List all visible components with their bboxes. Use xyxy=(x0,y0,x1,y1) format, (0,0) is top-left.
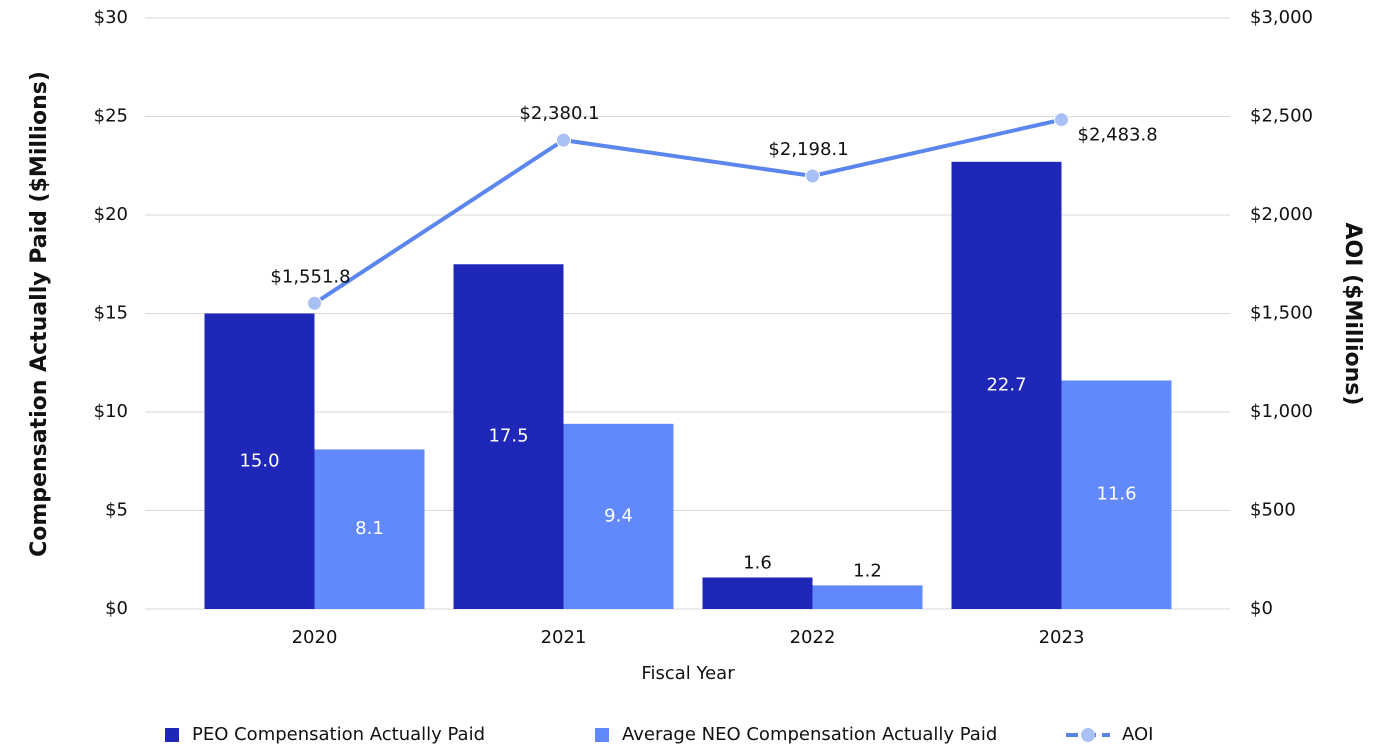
bar xyxy=(314,449,425,609)
legend-swatch xyxy=(165,728,179,742)
x-tick-label: 2021 xyxy=(541,627,587,648)
y-axis-title: Compensation Actually Paid ($Millions) xyxy=(27,71,52,557)
data-label: 11.6 xyxy=(1096,484,1136,505)
data-label: $2,198.1 xyxy=(768,139,848,160)
y-tick-label: $15 xyxy=(94,303,128,324)
data-label: $2,380.1 xyxy=(519,103,599,124)
y2-tick-label: $2,000 xyxy=(1250,204,1313,225)
legend-swatch xyxy=(1081,728,1095,742)
line-marker xyxy=(805,168,820,184)
bar xyxy=(204,313,315,609)
line-marker xyxy=(556,132,571,148)
data-label: 22.7 xyxy=(986,374,1026,395)
y-tick-label: $0 xyxy=(105,598,128,619)
x-tick-label: 2020 xyxy=(292,627,338,648)
data-label: $1,551.8 xyxy=(270,266,350,287)
data-label: 1.6 xyxy=(743,552,772,573)
x-tick-label: 2022 xyxy=(790,627,836,648)
line-marker xyxy=(1054,112,1069,128)
data-label: $2,483.8 xyxy=(1078,125,1158,146)
y2-tick-label: $1,500 xyxy=(1250,303,1313,324)
x-tick-label: 2023 xyxy=(1039,627,1085,648)
y2-tick-label: $0 xyxy=(1250,598,1273,619)
bar xyxy=(453,264,564,609)
legend-swatch xyxy=(595,728,609,742)
bar xyxy=(702,577,813,609)
data-label: 1.2 xyxy=(853,560,882,581)
data-label: 8.1 xyxy=(355,518,384,539)
y-tick-label: $10 xyxy=(94,401,128,422)
y-tick-label: $5 xyxy=(105,500,128,521)
bar xyxy=(1061,380,1172,609)
y-tick-label: $25 xyxy=(94,106,128,127)
data-label: 15.0 xyxy=(239,450,279,471)
bar xyxy=(563,423,674,609)
bar xyxy=(812,585,923,609)
legend-label: PEO Compensation Actually Paid xyxy=(192,724,485,745)
legend-label: AOI xyxy=(1122,724,1153,745)
line-marker xyxy=(307,295,322,311)
y2-tick-label: $1,000 xyxy=(1250,401,1313,422)
y2-axis-title: AOI ($Millions) xyxy=(1340,223,1365,406)
data-label: 9.4 xyxy=(604,505,633,526)
y2-tick-label: $3,000 xyxy=(1250,7,1313,28)
y2-tick-label: $2,500 xyxy=(1250,106,1313,127)
line xyxy=(313,117,1062,305)
x-axis-title: Fiscal Year xyxy=(641,663,735,684)
y2-tick-label: $500 xyxy=(1250,500,1296,521)
legend-label: Average NEO Compensation Actually Paid xyxy=(622,724,997,745)
bar xyxy=(951,161,1062,609)
y-tick-label: $20 xyxy=(94,204,128,225)
y-tick-label: $30 xyxy=(94,7,128,28)
data-label: 17.5 xyxy=(488,426,528,447)
